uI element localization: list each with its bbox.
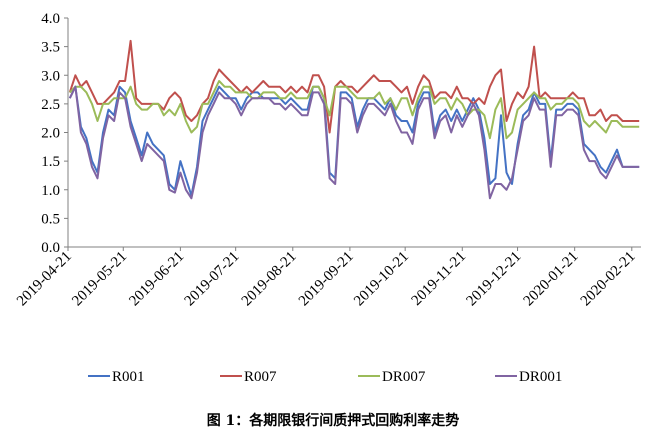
series-line-dr007 <box>69 80 640 140</box>
plot-area <box>68 39 640 200</box>
legend-label-dr007: DR007 <box>382 369 426 385</box>
rate-chart: 0.00.51.01.52.02.53.03.54.0 2019-04-2120… <box>14 11 641 385</box>
series-line-r001 <box>68 85 640 197</box>
x-tick-label: 2019-11-21 <box>409 249 469 309</box>
x-tick-label: 2019-04-21 <box>14 249 75 310</box>
y-tick-label: 1.0 <box>41 183 60 199</box>
y-tick-label: 4.0 <box>41 11 60 27</box>
x-tick-label: 2020-01-21 <box>521 249 582 310</box>
x-tick-label: 2019-10-21 <box>351 249 412 310</box>
y-tick-label: 3.5 <box>41 40 60 56</box>
legend-label-r001: R001 <box>112 369 145 385</box>
x-tick-label: 2020-02-21 <box>578 249 639 310</box>
y-tick-label: 2.0 <box>41 126 60 142</box>
legend-label-dr001: DR001 <box>519 369 562 385</box>
x-axis-ticks: 2019-04-212019-05-212019-06-212019-07-21… <box>14 247 639 309</box>
legend-label-r007: R007 <box>244 369 277 385</box>
y-tick-label: 0.0 <box>41 240 60 256</box>
y-tick-label: 2.5 <box>41 97 60 113</box>
y-tick-label: 3.0 <box>41 68 60 84</box>
y-tick-label: 1.5 <box>41 154 60 170</box>
x-tick-label: 2019-07-21 <box>182 249 243 310</box>
y-axis-ticks: 0.0 0.5 1.0 1.5 2.0 2.5 3.0 3.5 4.0 <box>41 11 68 256</box>
x-tick-label: 2019-12-21 <box>464 249 525 310</box>
x-tick-label: 2019-05-21 <box>69 249 130 310</box>
x-tick-label: 2019-08-21 <box>239 249 300 310</box>
legend: R001 R007 DR007 DR001 <box>88 369 562 385</box>
x-tick-label: 2019-06-21 <box>126 249 187 310</box>
figure-caption: 图 1：各期限银行间质押式回购利率走势 <box>206 413 460 429</box>
y-tick-label: 0.5 <box>41 211 60 227</box>
x-tick-label: 2019-09-21 <box>296 249 357 310</box>
series-line-r007 <box>68 39 640 134</box>
series-line-dr001 <box>68 85 640 200</box>
